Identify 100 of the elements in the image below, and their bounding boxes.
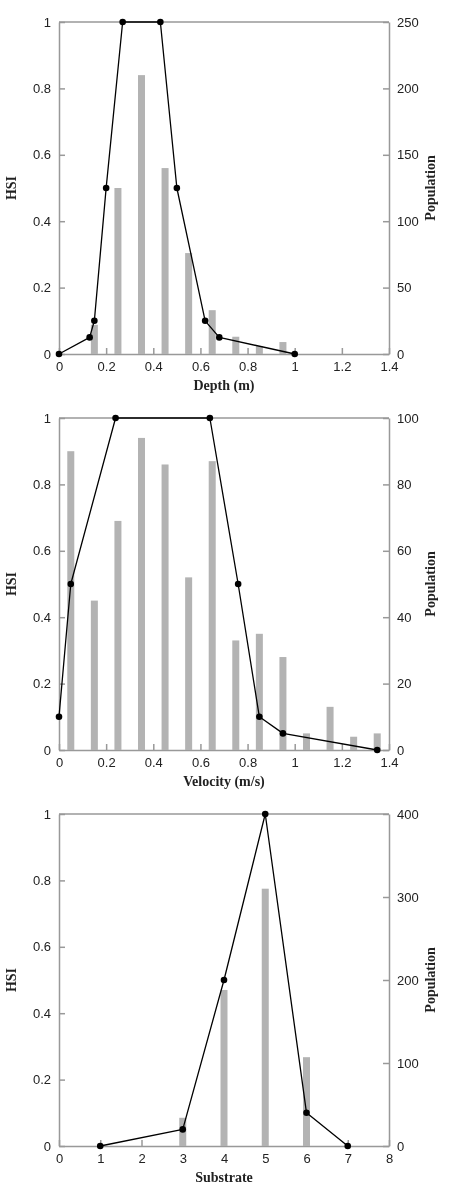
y2-tick-label: 100 — [397, 213, 419, 229]
x-tick-label: 0 — [55, 359, 64, 375]
y2-tick-label: 250 — [397, 14, 419, 30]
bar — [303, 1057, 310, 1146]
bar — [161, 464, 169, 750]
point — [261, 810, 269, 818]
bar — [261, 888, 269, 1146]
bar — [114, 520, 122, 750]
y2-tick-label: 200 — [397, 972, 419, 988]
y-tick-label: 0.8 — [32, 477, 51, 493]
y2-tick-label: 100 — [397, 1055, 419, 1071]
x-tick-label: 0 — [55, 1151, 64, 1167]
y-tick-label: 1 — [43, 14, 51, 30]
y2-tick-label: 150 — [397, 147, 419, 163]
y2-tick-label: 0 — [397, 346, 405, 362]
y2-tick-label: 300 — [397, 889, 419, 905]
bar — [138, 437, 145, 750]
point — [112, 414, 119, 422]
x-tick-label: 6 — [303, 1151, 311, 1167]
y-tick-label: 0.8 — [32, 873, 51, 889]
point — [279, 730, 287, 737]
point — [215, 334, 223, 341]
y2-tick-label: 60 — [397, 543, 412, 559]
y-tick-label: 0.2 — [32, 280, 51, 296]
y-tick-label: 0.6 — [32, 939, 51, 955]
point — [373, 746, 381, 754]
bar — [232, 640, 240, 750]
x-tick-label: 1.2 — [333, 755, 352, 771]
x-tick-label: 1.4 — [380, 359, 399, 375]
y2-tick-label: 0 — [397, 1138, 405, 1154]
y-tick-label: 0.4 — [32, 609, 51, 625]
x-tick-label: 0.2 — [97, 359, 116, 375]
bar — [208, 310, 216, 354]
y2-tick-label: 20 — [397, 676, 412, 692]
point — [157, 18, 164, 26]
y-tick-label: 0.6 — [32, 543, 51, 559]
bar — [138, 75, 145, 354]
bar — [208, 461, 216, 750]
bar — [90, 600, 98, 750]
y-tick-label: 0.2 — [32, 676, 51, 692]
y-tick-label: 0 — [43, 1138, 51, 1154]
bar — [279, 657, 287, 750]
x-tick-label: 3 — [179, 1151, 187, 1167]
y2-tick-label: 0 — [397, 742, 405, 758]
x-tick-label: 0.8 — [239, 359, 258, 375]
x-tick-label: 0.4 — [144, 755, 163, 771]
bar — [185, 253, 193, 354]
point — [119, 18, 126, 26]
x-axis-title: Substrate — [195, 1170, 253, 1185]
bar — [90, 324, 98, 354]
x-tick-label: 0.8 — [239, 755, 258, 771]
y-tick-label: 0.2 — [32, 1072, 51, 1088]
bar — [303, 733, 310, 750]
y2-tick-label: 80 — [397, 477, 412, 493]
x-axis-title: Velocity (m/s) — [183, 774, 266, 790]
point — [234, 580, 242, 588]
point — [55, 713, 63, 721]
y-tick-label: 0 — [43, 742, 51, 758]
point — [303, 1109, 310, 1117]
x-tick-label: 0.6 — [191, 755, 210, 771]
bar — [114, 188, 122, 354]
x-tick-label: 4 — [220, 1151, 229, 1167]
y-tick-label: 1 — [43, 410, 51, 426]
y2-tick-label: 40 — [397, 609, 412, 625]
point — [67, 580, 75, 588]
bar — [185, 577, 193, 750]
y2-tick-label: 50 — [397, 280, 412, 296]
x-tick-label: 1.4 — [380, 755, 399, 771]
point — [173, 184, 181, 192]
x-tick-label: 0.6 — [191, 359, 210, 375]
bar — [220, 989, 228, 1146]
y2-axis-title: Population — [423, 551, 438, 617]
x-tick-label: 1.2 — [333, 359, 352, 375]
x-axis-title: Depth (m) — [193, 378, 255, 394]
bar — [161, 168, 169, 354]
y2-tick-label: 100 — [397, 410, 419, 426]
point — [86, 334, 93, 341]
y-tick-label: 1 — [43, 806, 51, 822]
y2-axis-title: Population — [423, 155, 438, 221]
point — [96, 1142, 104, 1150]
x-tick-label: 0 — [55, 755, 64, 771]
bar — [255, 633, 263, 750]
x-tick-label: 0.4 — [144, 359, 163, 375]
y-axis-title: HSI — [4, 967, 19, 993]
bar — [67, 451, 75, 750]
y2-tick-label: 200 — [397, 81, 419, 97]
point — [102, 184, 110, 192]
x-tick-label: 1 — [97, 1151, 105, 1167]
y-axis-title: HSI — [4, 175, 19, 201]
x-tick-label: 0.2 — [97, 755, 116, 771]
point — [91, 317, 98, 325]
x-tick-label: 2 — [138, 1151, 146, 1167]
point — [179, 1126, 187, 1133]
y-tick-label: 0.6 — [32, 147, 51, 163]
bar — [326, 706, 334, 750]
y-tick-label: 0.4 — [32, 213, 51, 229]
y-axis-title: HSI — [4, 571, 19, 597]
y-tick-label: 0.4 — [32, 1005, 51, 1021]
x-tick-label: 7 — [344, 1151, 352, 1167]
point — [256, 713, 263, 721]
